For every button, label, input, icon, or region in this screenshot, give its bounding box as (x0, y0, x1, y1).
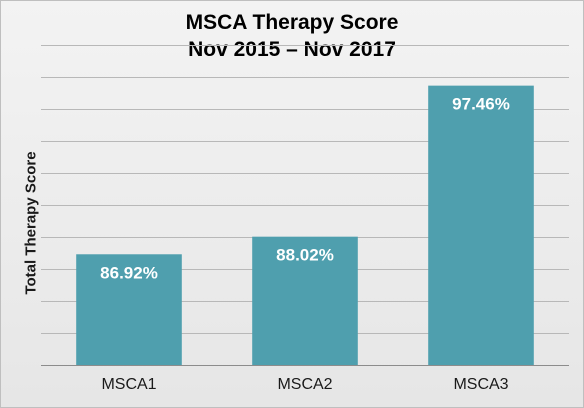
data-label: 86.92% (100, 263, 158, 282)
bar (428, 85, 534, 365)
chart-title-line-1: MSCA Therapy Score (185, 11, 399, 34)
data-label: 88.02% (276, 246, 334, 265)
chart-title-line-2: Nov 2015 – Nov 2017 (188, 38, 396, 61)
chart-title: MSCA Therapy Score Nov 2015 – Nov 2017 (0, 9, 584, 63)
bar (252, 236, 358, 365)
data-label: 97.46% (452, 95, 510, 114)
bar (76, 254, 182, 365)
x-tick-label: MSCA2 (277, 376, 332, 393)
x-tick-label: MSCA3 (453, 376, 508, 393)
x-tick-label: MSCA1 (101, 376, 156, 393)
